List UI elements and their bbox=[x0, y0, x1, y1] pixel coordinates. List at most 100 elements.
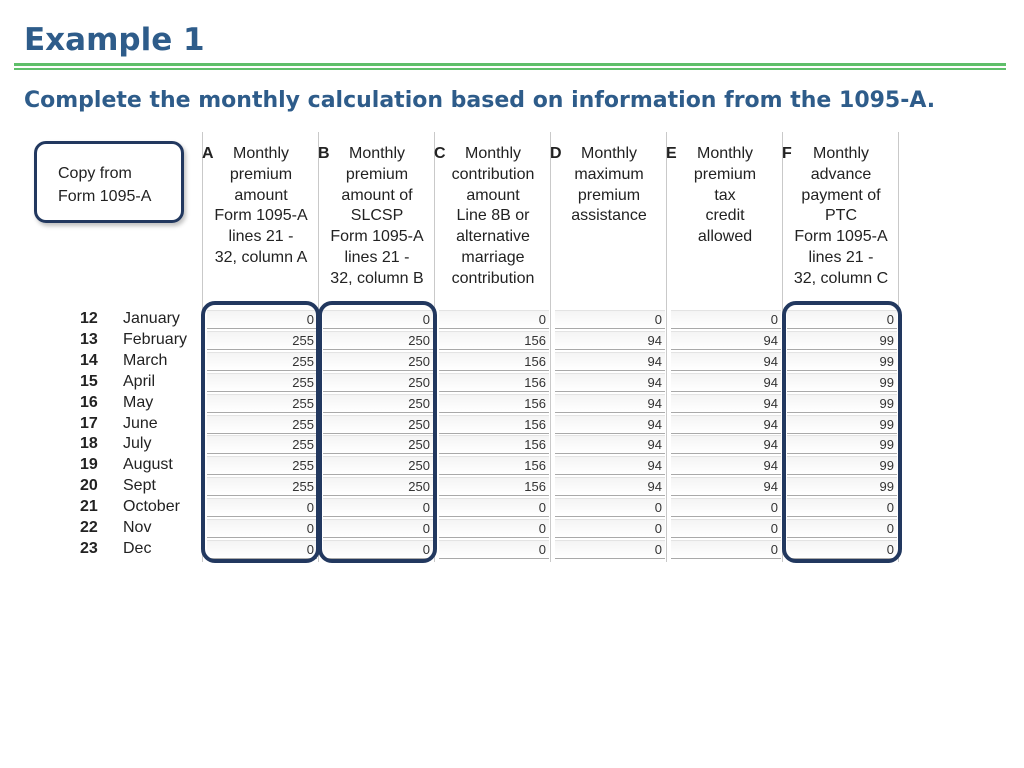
amount-cell-c[interactable]: 156 bbox=[439, 435, 549, 455]
amount-cell-b[interactable]: 250 bbox=[323, 456, 433, 476]
column-header-line: Line 8B or bbox=[456, 207, 530, 225]
amount-cell-f[interactable]: 99 bbox=[787, 477, 897, 497]
amount-cell-c[interactable]: 0 bbox=[439, 519, 549, 538]
amount-cell-f[interactable]: 99 bbox=[787, 393, 897, 413]
amount-cell-d[interactable]: 94 bbox=[555, 414, 665, 434]
amount-cell-c[interactable]: 156 bbox=[439, 393, 549, 413]
row-month: February bbox=[123, 330, 188, 348]
amount-cell-a[interactable]: 0 bbox=[207, 519, 317, 538]
column-header-line: premium bbox=[229, 165, 293, 183]
column-header-line: advance bbox=[810, 165, 872, 183]
amount-cell-d[interactable]: 0 bbox=[555, 498, 665, 518]
amount-cell-e[interactable]: 94 bbox=[671, 372, 781, 392]
row-number: 20 bbox=[80, 477, 98, 495]
amount-cell-e[interactable]: 94 bbox=[671, 414, 781, 434]
row-month: April bbox=[123, 372, 156, 390]
column-header-c: C Monthly contribution amount Line 8B or alte… bbox=[434, 144, 550, 290]
amount-cell-b[interactable]: 0 bbox=[323, 498, 433, 518]
highlight-column-f bbox=[782, 301, 902, 563]
amount-cell-f[interactable]: 99 bbox=[787, 456, 897, 476]
amount-cell-e[interactable]: 0 bbox=[671, 310, 781, 329]
amount-cell-f[interactable]: 0 bbox=[787, 519, 897, 538]
slide-title: Example 1 bbox=[24, 22, 205, 58]
amount-cell-c[interactable]: 156 bbox=[439, 330, 549, 350]
callout-line-2: Form 1095-A bbox=[58, 188, 152, 205]
amount-cell-a[interactable]: 255 bbox=[207, 351, 317, 371]
amount-cell-d[interactable]: 94 bbox=[555, 372, 665, 392]
amount-cell-d[interactable]: 0 bbox=[555, 519, 665, 538]
amount-cell-e[interactable]: 94 bbox=[671, 393, 781, 413]
column-header-b: B Monthly premium amount of SLCSP Form 1095-A… bbox=[318, 144, 434, 290]
amount-cell-b[interactable]: 250 bbox=[323, 372, 433, 392]
amount-cell-e[interactable]: 94 bbox=[671, 351, 781, 371]
amount-cell-f[interactable]: 99 bbox=[787, 414, 897, 434]
amount-cell-d[interactable]: 94 bbox=[555, 330, 665, 350]
amount-cell-e[interactable]: 0 bbox=[671, 519, 781, 538]
column-header-line: tax bbox=[714, 186, 736, 204]
amount-cell-a[interactable]: 255 bbox=[207, 372, 317, 392]
amount-cell-d[interactable]: 94 bbox=[555, 393, 665, 413]
amount-cell-c[interactable]: 0 bbox=[439, 498, 549, 518]
amount-cell-e[interactable]: 94 bbox=[671, 435, 781, 455]
amount-cell-c[interactable]: 156 bbox=[439, 414, 549, 434]
amount-cell-b[interactable]: 250 bbox=[323, 351, 433, 371]
row-number: 16 bbox=[80, 393, 98, 411]
amount-cell-b[interactable]: 250 bbox=[323, 414, 433, 434]
row-number: 23 bbox=[80, 539, 98, 557]
amount-cell-a[interactable]: 255 bbox=[207, 456, 317, 476]
amount-cell-d[interactable]: 0 bbox=[555, 539, 665, 559]
column-separator bbox=[666, 132, 667, 562]
column-header-line: SLCSP bbox=[350, 207, 404, 225]
amount-cell-f[interactable]: 0 bbox=[787, 498, 897, 518]
amount-cell-d[interactable]: 94 bbox=[555, 351, 665, 371]
amount-cell-e[interactable]: 0 bbox=[671, 498, 781, 518]
amount-cell-f[interactable]: 99 bbox=[787, 330, 897, 350]
amount-cell-b[interactable]: 0 bbox=[323, 519, 433, 538]
row-month: March bbox=[123, 351, 168, 369]
amount-cell-b[interactable]: 0 bbox=[323, 310, 433, 329]
amount-cell-e[interactable]: 0 bbox=[671, 539, 781, 559]
amount-cell-e[interactable]: 94 bbox=[671, 456, 781, 476]
amount-cell-c[interactable]: 0 bbox=[439, 539, 549, 559]
amount-cell-a[interactable]: 255 bbox=[207, 393, 317, 413]
row-number: 21 bbox=[80, 498, 98, 516]
row-number: 15 bbox=[80, 372, 98, 390]
amount-cell-f[interactable]: 99 bbox=[787, 351, 897, 371]
column-header-line: contribution bbox=[451, 269, 535, 287]
amount-cell-c[interactable]: 0 bbox=[439, 310, 549, 329]
amount-cell-e[interactable]: 94 bbox=[671, 330, 781, 350]
column-header-line: premium bbox=[577, 186, 641, 204]
amount-cell-b[interactable]: 250 bbox=[323, 393, 433, 413]
amount-cell-e[interactable]: 94 bbox=[671, 477, 781, 497]
amount-cell-b[interactable]: 250 bbox=[323, 330, 433, 350]
amount-cell-d[interactable]: 94 bbox=[555, 435, 665, 455]
amount-cell-f[interactable]: 0 bbox=[787, 310, 897, 329]
amount-cell-b[interactable]: 250 bbox=[323, 435, 433, 455]
column-header-line: assistance bbox=[571, 207, 647, 225]
row-number: 18 bbox=[80, 435, 98, 453]
amount-cell-a[interactable]: 255 bbox=[207, 330, 317, 350]
amount-cell-f[interactable]: 99 bbox=[787, 435, 897, 455]
column-header-d: D Monthly maximum premium assistance bbox=[550, 144, 666, 227]
amount-cell-a[interactable]: 255 bbox=[207, 414, 317, 434]
column-letter: F bbox=[782, 145, 792, 162]
amount-cell-c[interactable]: 156 bbox=[439, 477, 549, 497]
column-header-line: 32, column A bbox=[214, 248, 308, 266]
amount-cell-a[interactable]: 255 bbox=[207, 477, 317, 497]
amount-cell-a[interactable]: 0 bbox=[207, 310, 317, 329]
amount-cell-a[interactable]: 0 bbox=[207, 498, 317, 518]
amount-cell-f[interactable]: 99 bbox=[787, 372, 897, 392]
row-number: 14 bbox=[80, 351, 98, 369]
amount-cell-b[interactable]: 250 bbox=[323, 477, 433, 497]
amount-cell-d[interactable]: 94 bbox=[555, 477, 665, 497]
amount-cell-c[interactable]: 156 bbox=[439, 456, 549, 476]
amount-cell-c[interactable]: 156 bbox=[439, 351, 549, 371]
column-header-line: amount of bbox=[341, 186, 413, 204]
amount-cell-c[interactable]: 156 bbox=[439, 372, 549, 392]
amount-cell-d[interactable]: 94 bbox=[555, 456, 665, 476]
amount-cell-d[interactable]: 0 bbox=[555, 310, 665, 329]
amount-cell-a[interactable]: 255 bbox=[207, 435, 317, 455]
row-month: January bbox=[123, 310, 180, 327]
column-header-line: 32, column B bbox=[330, 269, 424, 287]
